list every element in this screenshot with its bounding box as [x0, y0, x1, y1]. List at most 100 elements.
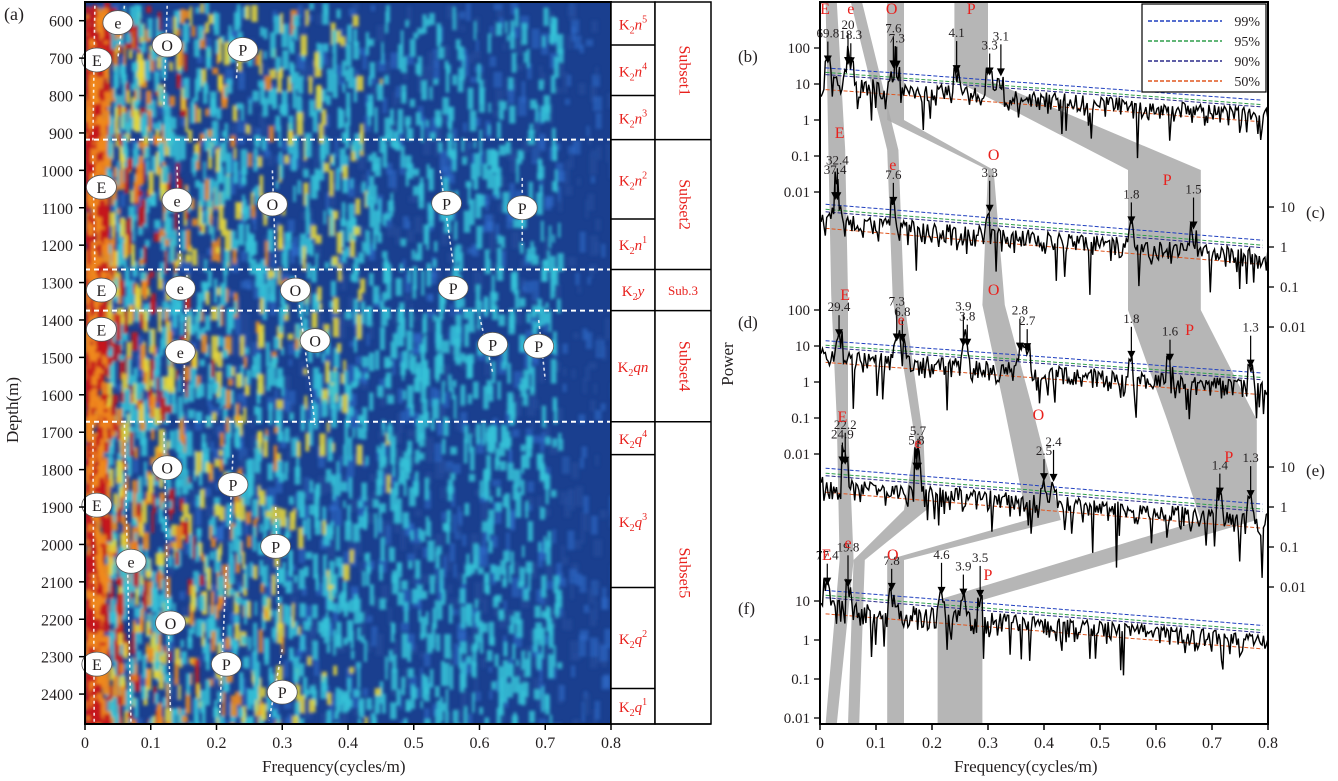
peak-period-label: 2.4	[1045, 434, 1062, 449]
y-tick-label: 1	[803, 113, 811, 129]
power-spectra-axes: 0 0.1 0.2 0.3 0.4 0.5 0.6 0.7 0.81001010.10.0110…	[738, 41, 1325, 752]
peak-annotation: 7.6	[885, 167, 902, 205]
peak-period-label: 2.5	[1036, 443, 1052, 458]
cycle-marker: P	[210, 651, 242, 677]
cycle-letter: E	[840, 287, 850, 304]
formation-label: K2q1	[619, 697, 647, 719]
confidence-line	[825, 340, 1263, 374]
cycle-letter: E	[835, 125, 845, 142]
y-tick-label: 2200	[41, 612, 73, 629]
subset-label: Subset5	[675, 548, 692, 599]
cycle-marker: e	[161, 187, 193, 213]
panel-label: (b)	[738, 47, 758, 66]
peak-period-label: 3.9	[955, 559, 971, 574]
peak-period-label: 22.2	[834, 417, 857, 432]
y-tick-label: 0.01	[1280, 580, 1306, 596]
y-tick-label: 10	[795, 339, 810, 355]
y-tick-label: 700	[49, 51, 73, 68]
x-tick-label: 0.2	[207, 735, 227, 752]
cycle-marker: P	[266, 679, 298, 705]
peak-period-label: 1.8	[1123, 186, 1139, 201]
peak-period-label: 1.5	[1185, 182, 1201, 197]
legend-label: 99%	[1234, 15, 1260, 30]
peak-annotation: 2.7	[1019, 313, 1036, 352]
spectrum-curve	[820, 171, 1268, 295]
peak-annotation: 22.2	[834, 417, 857, 465]
cycle-marker: P	[217, 472, 249, 497]
peak-annotation: 4.6	[933, 547, 950, 595]
panel-label: (c)	[1306, 203, 1325, 222]
peak-annotation: 7.3	[889, 293, 905, 342]
peak-annotation: 1.8	[1123, 186, 1139, 225]
cycle-letter: E	[838, 409, 848, 426]
x-tick-label: 0.4	[338, 735, 358, 752]
x-tick-label: 0.3	[978, 735, 998, 752]
cycle-marker: O	[155, 610, 186, 636]
cycle-letter: O	[1033, 407, 1045, 424]
cycle-marker: E	[86, 316, 117, 342]
cycle-marker: P	[506, 195, 538, 221]
cycle-letter: O	[988, 147, 1000, 164]
y-tick-label: 100	[788, 303, 811, 319]
peak-annotation: 32.4	[826, 152, 849, 201]
y-tick-label: 1800	[41, 463, 73, 480]
cycle-marker: O	[279, 277, 311, 303]
y-tick-label: 0.1	[1280, 280, 1299, 296]
x-tick-label: 0.3	[272, 735, 292, 752]
subset-label: Subset2	[675, 179, 692, 230]
y-tick-label: 2100	[41, 575, 73, 592]
peak-period-label: 7.8	[884, 553, 900, 568]
y-tick-label: 800	[49, 89, 73, 106]
y-tick-label: 0.01	[784, 447, 810, 463]
y-tick-label: 10	[795, 594, 810, 610]
peak-annotation: 7.3	[889, 31, 905, 69]
confidence-line	[825, 346, 1263, 381]
panel-label: (d)	[738, 313, 758, 332]
panel-label: (e)	[1306, 461, 1325, 480]
cycle-marker: P	[523, 333, 555, 359]
x-tick-label: 0.6	[470, 735, 490, 752]
confidence-line	[825, 208, 1263, 246]
cycle-band	[937, 2, 1257, 724]
x-tick-label: 0.7	[535, 735, 555, 752]
cycle-letter: e	[898, 312, 905, 329]
peak-period-label: 1.3	[1243, 320, 1259, 335]
confidence-line	[825, 211, 1263, 249]
cycle-letter: P	[967, 1, 976, 18]
x-tick-label: 0	[816, 735, 824, 752]
spectrum-curve	[820, 444, 1268, 578]
cycle-marker: P	[431, 190, 463, 216]
peak-period-label: 3.1	[993, 28, 1009, 43]
peak-period-label: 1.4	[1212, 458, 1229, 473]
peak-annotation: 4.1	[949, 25, 965, 74]
peak-annotation: 2.8	[1012, 303, 1028, 351]
peak-annotation: 3.3	[982, 165, 998, 213]
peak-annotation: 18.3	[839, 27, 862, 66]
peak-period-label: 19.8	[837, 539, 860, 554]
peak-annotation: 77.4	[816, 548, 839, 586]
cycle-marker: E	[81, 492, 113, 518]
cycle-letter: e	[844, 535, 851, 552]
peak-period-label: 4.1	[949, 25, 965, 40]
formation-label: K2q4	[619, 429, 647, 451]
peak-period-label: 2.7	[1019, 313, 1036, 328]
peak-period-label: 3.3	[982, 165, 998, 180]
y-tick-label: 10	[1280, 200, 1295, 216]
cycle-marker: P	[260, 533, 292, 559]
formation-label: K2q3	[619, 512, 647, 534]
peak-annotation: 1.5	[1185, 182, 1202, 230]
cycle-letter: e	[914, 435, 921, 452]
cycle-marker: P	[227, 37, 259, 62]
panel-a-xlabel: Frequency(cycles/m)	[262, 757, 406, 776]
y-tick-label: 0.01	[784, 185, 810, 201]
formation-column	[610, 1, 656, 725]
formation-label: K2n5	[619, 15, 647, 37]
y-tick-label: 100	[788, 41, 811, 57]
panel-label: (f)	[738, 599, 755, 618]
x-tick-label: 0	[81, 735, 89, 752]
cycle-marker: E	[86, 174, 117, 200]
